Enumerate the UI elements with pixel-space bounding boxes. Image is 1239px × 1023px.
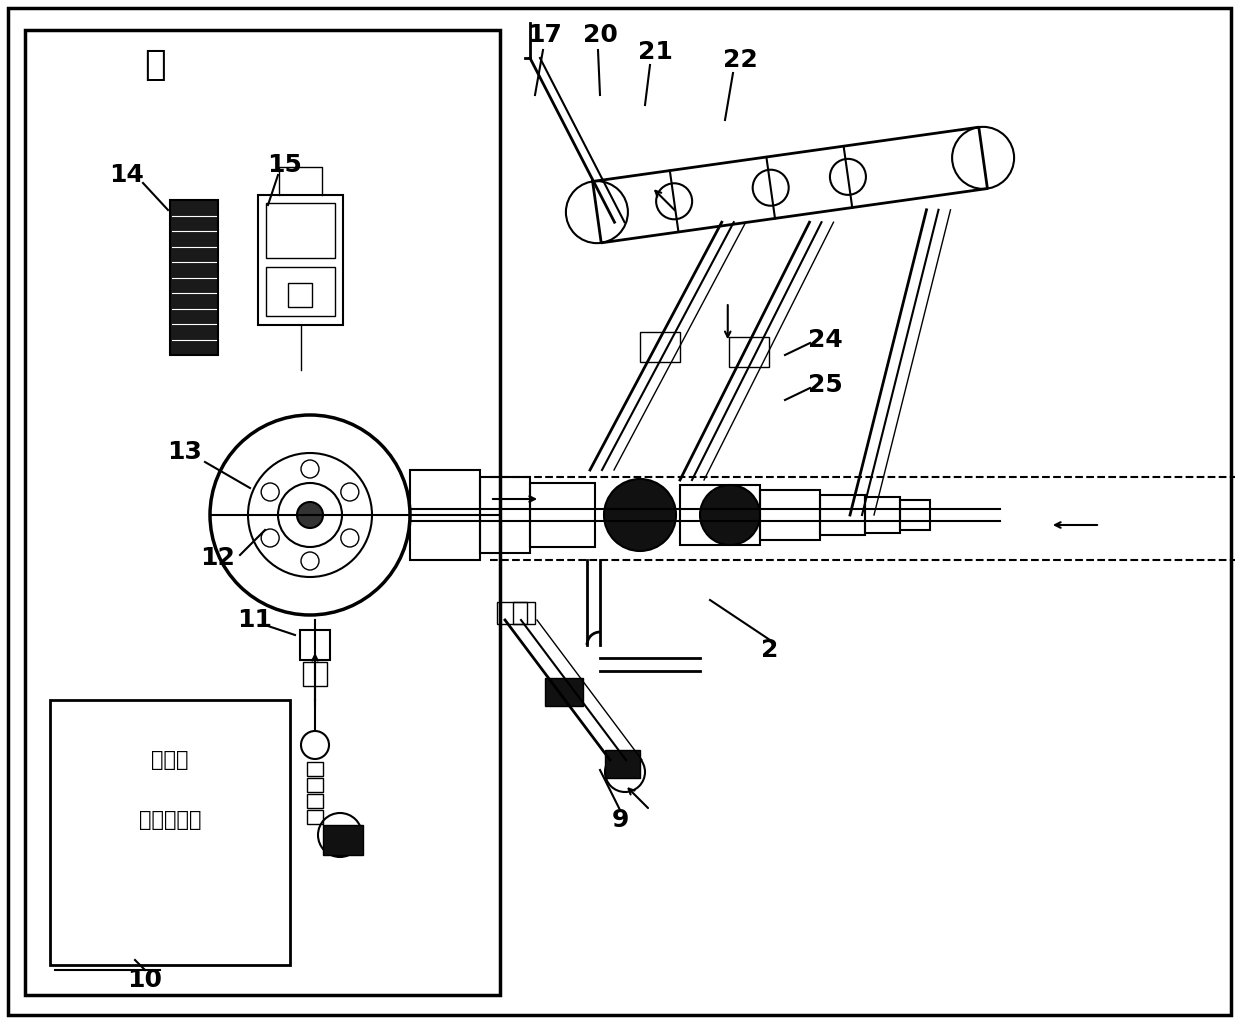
Bar <box>266 203 335 258</box>
Text: 9: 9 <box>611 808 628 832</box>
Text: 22: 22 <box>722 48 757 72</box>
Bar <box>50 700 290 965</box>
Text: 中频电源柜: 中频电源柜 <box>139 810 201 830</box>
Bar <box>605 750 641 779</box>
Circle shape <box>700 485 760 545</box>
Bar <box>266 267 335 316</box>
Bar <box>900 500 930 530</box>
Text: 14: 14 <box>109 163 145 187</box>
Bar <box>304 662 327 686</box>
Bar <box>545 678 584 706</box>
Bar <box>307 779 323 792</box>
Text: 加热器: 加热器 <box>151 750 188 770</box>
Text: 11: 11 <box>238 608 273 632</box>
Bar <box>479 477 530 553</box>
Bar <box>513 602 535 624</box>
Text: 12: 12 <box>201 546 235 570</box>
Text: 21: 21 <box>638 40 673 64</box>
Bar <box>307 762 323 776</box>
Bar <box>410 470 479 560</box>
Text: 坑: 坑 <box>144 48 166 82</box>
Text: 20: 20 <box>582 23 617 47</box>
Bar <box>307 794 323 808</box>
Text: 25: 25 <box>808 373 843 397</box>
Bar <box>729 337 769 367</box>
Circle shape <box>297 502 323 528</box>
Bar <box>680 485 760 545</box>
Bar <box>760 490 820 540</box>
Bar <box>287 283 312 307</box>
Bar <box>865 497 900 533</box>
Text: 2: 2 <box>761 638 778 662</box>
Bar <box>323 825 363 855</box>
Bar <box>170 201 218 355</box>
Text: 10: 10 <box>128 968 162 992</box>
Bar <box>307 810 323 824</box>
Text: 13: 13 <box>167 440 202 464</box>
Text: 24: 24 <box>808 328 843 352</box>
Text: 17: 17 <box>528 23 563 47</box>
Bar <box>497 602 527 624</box>
Bar <box>258 195 343 325</box>
Bar <box>641 332 680 362</box>
Text: 15: 15 <box>268 153 302 177</box>
Bar <box>820 495 865 535</box>
Bar <box>25 30 501 995</box>
Bar <box>530 483 595 547</box>
Circle shape <box>603 479 676 551</box>
Bar <box>300 630 330 660</box>
